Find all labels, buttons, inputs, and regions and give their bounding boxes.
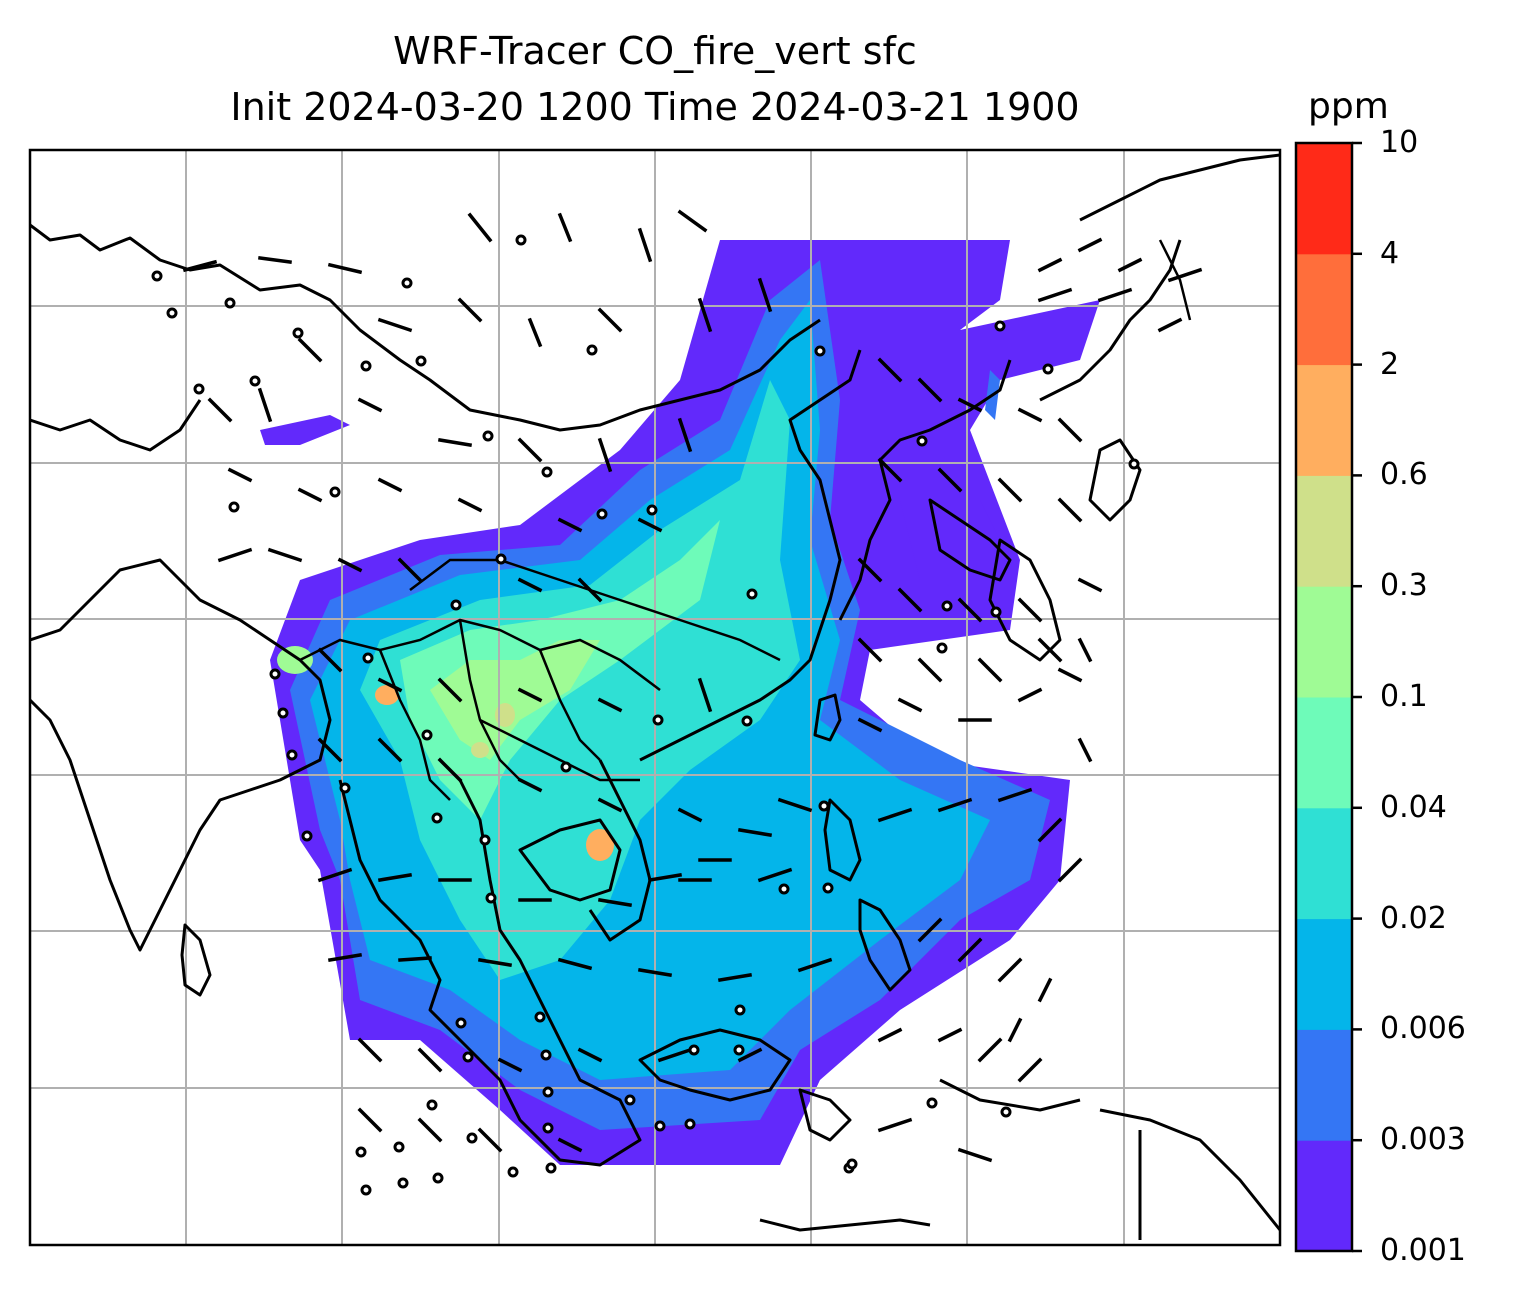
colorbar-tick-label: 0.3 bbox=[1380, 568, 1428, 604]
colorbar-swatch bbox=[1296, 253, 1352, 366]
colorbar-swatch bbox=[1296, 918, 1352, 1030]
colorbar bbox=[1294, 141, 1362, 1253]
map-frame bbox=[28, 148, 1282, 1247]
colorbar-unit: ppm bbox=[1308, 86, 1389, 127]
lat-lon-grid bbox=[30, 150, 1280, 1245]
colorbar-tick-label: 0.003 bbox=[1380, 1122, 1466, 1158]
map-title-line2: Init 2024-03-20 1200 Time 2024-03-21 190… bbox=[230, 85, 1080, 129]
wind-barbs bbox=[182, 209, 1203, 1163]
calm-circles bbox=[151, 234, 1140, 1196]
colorbar-swatch bbox=[1296, 807, 1352, 920]
map-title-line1: WRF-Tracer CO_fire_vert sfc bbox=[393, 29, 917, 73]
colorbar-tick-label: 0.006 bbox=[1380, 1011, 1466, 1047]
colorbar-tick-label: 0.6 bbox=[1380, 457, 1428, 493]
colorbar-swatch bbox=[1296, 475, 1352, 587]
colorbar-swatch bbox=[1296, 697, 1352, 809]
colorbar-tick-label: 0.001 bbox=[1380, 1233, 1466, 1268]
colorbar-swatch bbox=[1296, 364, 1352, 476]
colorbar-tick-label: 4 bbox=[1380, 235, 1400, 271]
colorbar-tick-label: 0.1 bbox=[1380, 679, 1428, 714]
map-area bbox=[30, 150, 1280, 1245]
colorbar-tick-label: 10 bbox=[1380, 125, 1419, 160]
colorbar-swatch bbox=[1296, 586, 1352, 698]
colorbar-swatch bbox=[1296, 1029, 1352, 1141]
colorbar-tick-label: 2 bbox=[1380, 346, 1400, 382]
colorbar-swatch bbox=[1296, 1140, 1352, 1252]
colorbar-swatch bbox=[1296, 143, 1352, 255]
colorbar-tick-label: 0.04 bbox=[1380, 789, 1447, 825]
colorbar-tick-label: 0.02 bbox=[1380, 900, 1447, 936]
concentration-field bbox=[260, 240, 1100, 1165]
